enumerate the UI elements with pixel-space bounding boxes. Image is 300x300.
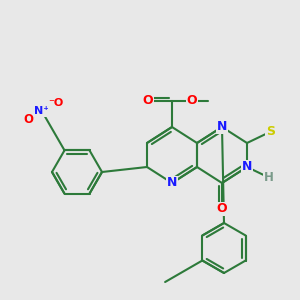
Text: O: O (143, 94, 153, 107)
Text: O: O (23, 113, 33, 126)
Text: H: H (264, 171, 274, 184)
Text: O: O (217, 202, 227, 215)
Text: N⁺: N⁺ (34, 106, 50, 116)
Text: N: N (242, 160, 252, 173)
Text: N: N (167, 176, 177, 190)
Text: ⁻O: ⁻O (48, 98, 64, 108)
Text: S: S (266, 125, 275, 138)
Text: N: N (217, 121, 227, 134)
Text: O: O (187, 94, 197, 107)
